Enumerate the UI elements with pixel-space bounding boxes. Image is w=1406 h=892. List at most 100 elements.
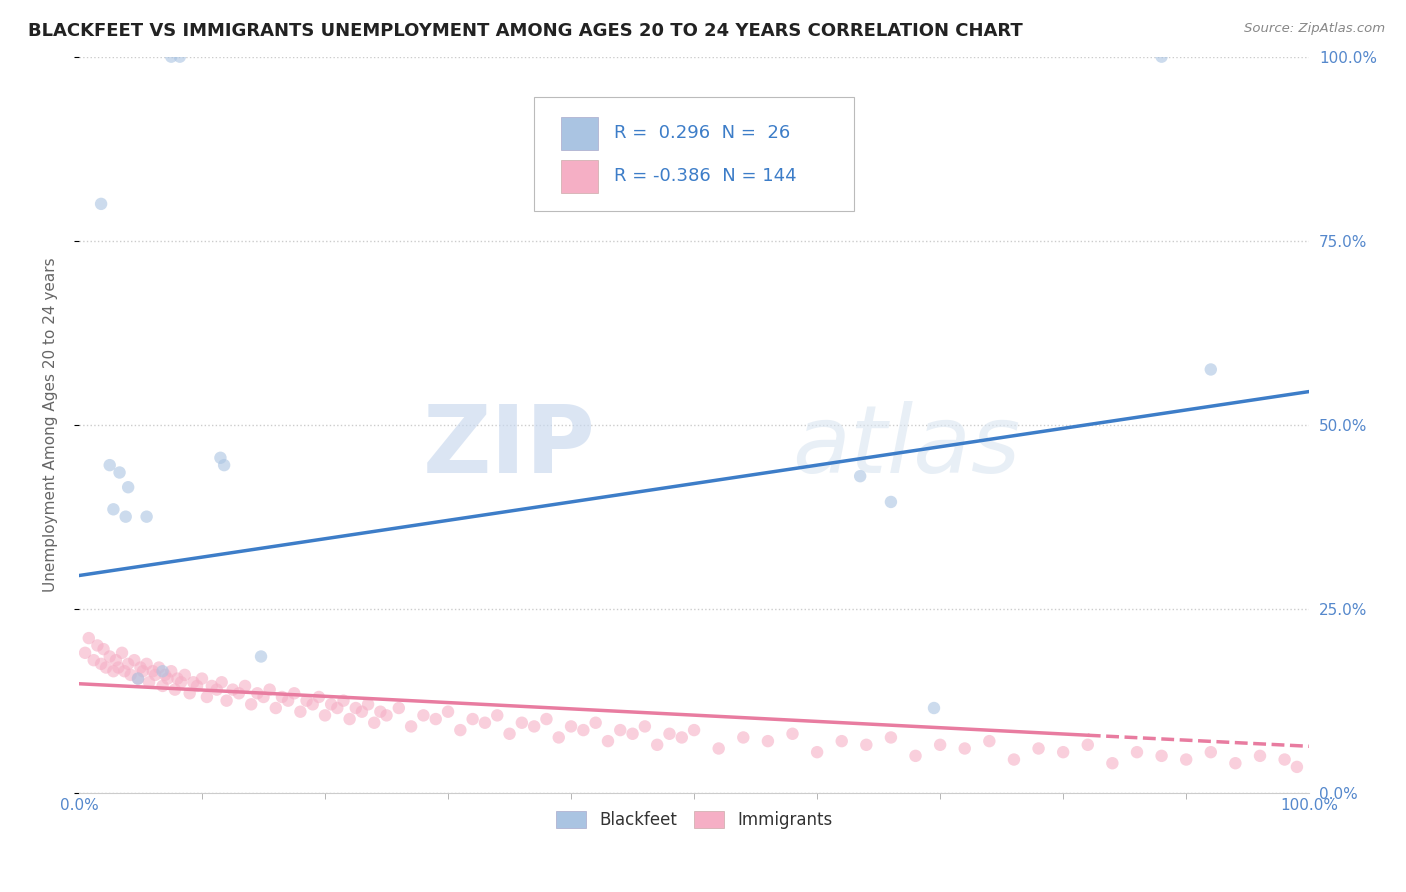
Point xyxy=(1225,756,1247,771)
Point xyxy=(1249,748,1271,763)
Point xyxy=(399,719,422,733)
Point xyxy=(733,731,755,745)
Point xyxy=(277,693,299,707)
Point xyxy=(283,686,305,700)
Point xyxy=(222,682,245,697)
Point xyxy=(201,679,224,693)
Point xyxy=(135,657,157,671)
Point xyxy=(132,664,155,678)
Point xyxy=(104,653,127,667)
Point xyxy=(77,631,100,645)
Point xyxy=(425,712,447,726)
Point xyxy=(108,466,131,480)
Point xyxy=(98,458,121,472)
Point xyxy=(671,731,693,745)
Point xyxy=(572,723,595,737)
Point xyxy=(156,672,179,686)
Point xyxy=(250,649,273,664)
Point xyxy=(437,705,460,719)
Point xyxy=(314,708,336,723)
Point xyxy=(152,664,174,678)
Point xyxy=(127,672,149,686)
Point xyxy=(246,686,269,700)
Text: Source: ZipAtlas.com: Source: ZipAtlas.com xyxy=(1244,22,1385,36)
Text: R =  0.296  N =  26: R = 0.296 N = 26 xyxy=(614,124,790,142)
Point xyxy=(295,693,318,707)
Point xyxy=(621,727,644,741)
Point xyxy=(153,668,176,682)
Point xyxy=(209,450,232,465)
Point xyxy=(596,734,619,748)
Point xyxy=(169,50,191,64)
Point xyxy=(252,690,274,704)
Point xyxy=(290,705,312,719)
Point xyxy=(486,708,509,723)
Point xyxy=(1150,748,1173,763)
Point xyxy=(922,701,945,715)
Point xyxy=(756,734,779,748)
Point xyxy=(75,646,97,660)
Point xyxy=(547,731,569,745)
Point xyxy=(412,708,434,723)
Point xyxy=(117,480,139,494)
Point xyxy=(370,705,392,719)
Point xyxy=(117,657,139,671)
Point xyxy=(1028,741,1050,756)
Point xyxy=(474,715,496,730)
Point xyxy=(90,197,112,211)
Point xyxy=(979,734,1001,748)
Point xyxy=(186,679,208,693)
Point xyxy=(880,495,903,509)
Point xyxy=(634,719,657,733)
Point xyxy=(375,708,398,723)
Point xyxy=(233,679,256,693)
Text: ZIP: ZIP xyxy=(423,401,596,492)
Point xyxy=(205,682,228,697)
Text: atlas: atlas xyxy=(793,401,1021,492)
Point xyxy=(1052,745,1074,759)
Point xyxy=(173,668,195,682)
FancyBboxPatch shape xyxy=(561,160,598,193)
Point xyxy=(166,672,188,686)
Point xyxy=(321,698,343,712)
Point xyxy=(1199,745,1222,759)
Point xyxy=(357,698,380,712)
Point xyxy=(1199,362,1222,376)
Point xyxy=(111,646,134,660)
Point xyxy=(148,660,170,674)
Point xyxy=(83,653,105,667)
Point xyxy=(163,682,186,697)
Point xyxy=(228,686,250,700)
Point xyxy=(339,712,361,726)
Point xyxy=(806,745,828,759)
Point xyxy=(215,693,238,707)
Point xyxy=(510,715,533,730)
Point xyxy=(160,50,183,64)
Point xyxy=(536,712,558,726)
Point xyxy=(707,741,730,756)
Point xyxy=(135,509,157,524)
Point xyxy=(143,668,166,682)
Point xyxy=(344,701,367,715)
Point xyxy=(259,682,281,697)
Point xyxy=(120,668,142,682)
Point xyxy=(124,653,146,667)
Point xyxy=(929,738,952,752)
Point xyxy=(94,660,117,674)
Point xyxy=(86,639,108,653)
Point xyxy=(953,741,976,756)
Point xyxy=(1285,760,1308,774)
Point xyxy=(129,660,152,674)
Point xyxy=(645,738,668,752)
Point xyxy=(107,660,129,674)
Point xyxy=(127,672,149,686)
Point xyxy=(90,657,112,671)
Point xyxy=(271,690,294,704)
Point xyxy=(388,701,411,715)
Point xyxy=(179,686,201,700)
Point xyxy=(855,738,877,752)
Point xyxy=(170,675,193,690)
Point xyxy=(183,675,205,690)
Point xyxy=(350,705,373,719)
Text: R = -0.386  N = 144: R = -0.386 N = 144 xyxy=(614,167,797,185)
